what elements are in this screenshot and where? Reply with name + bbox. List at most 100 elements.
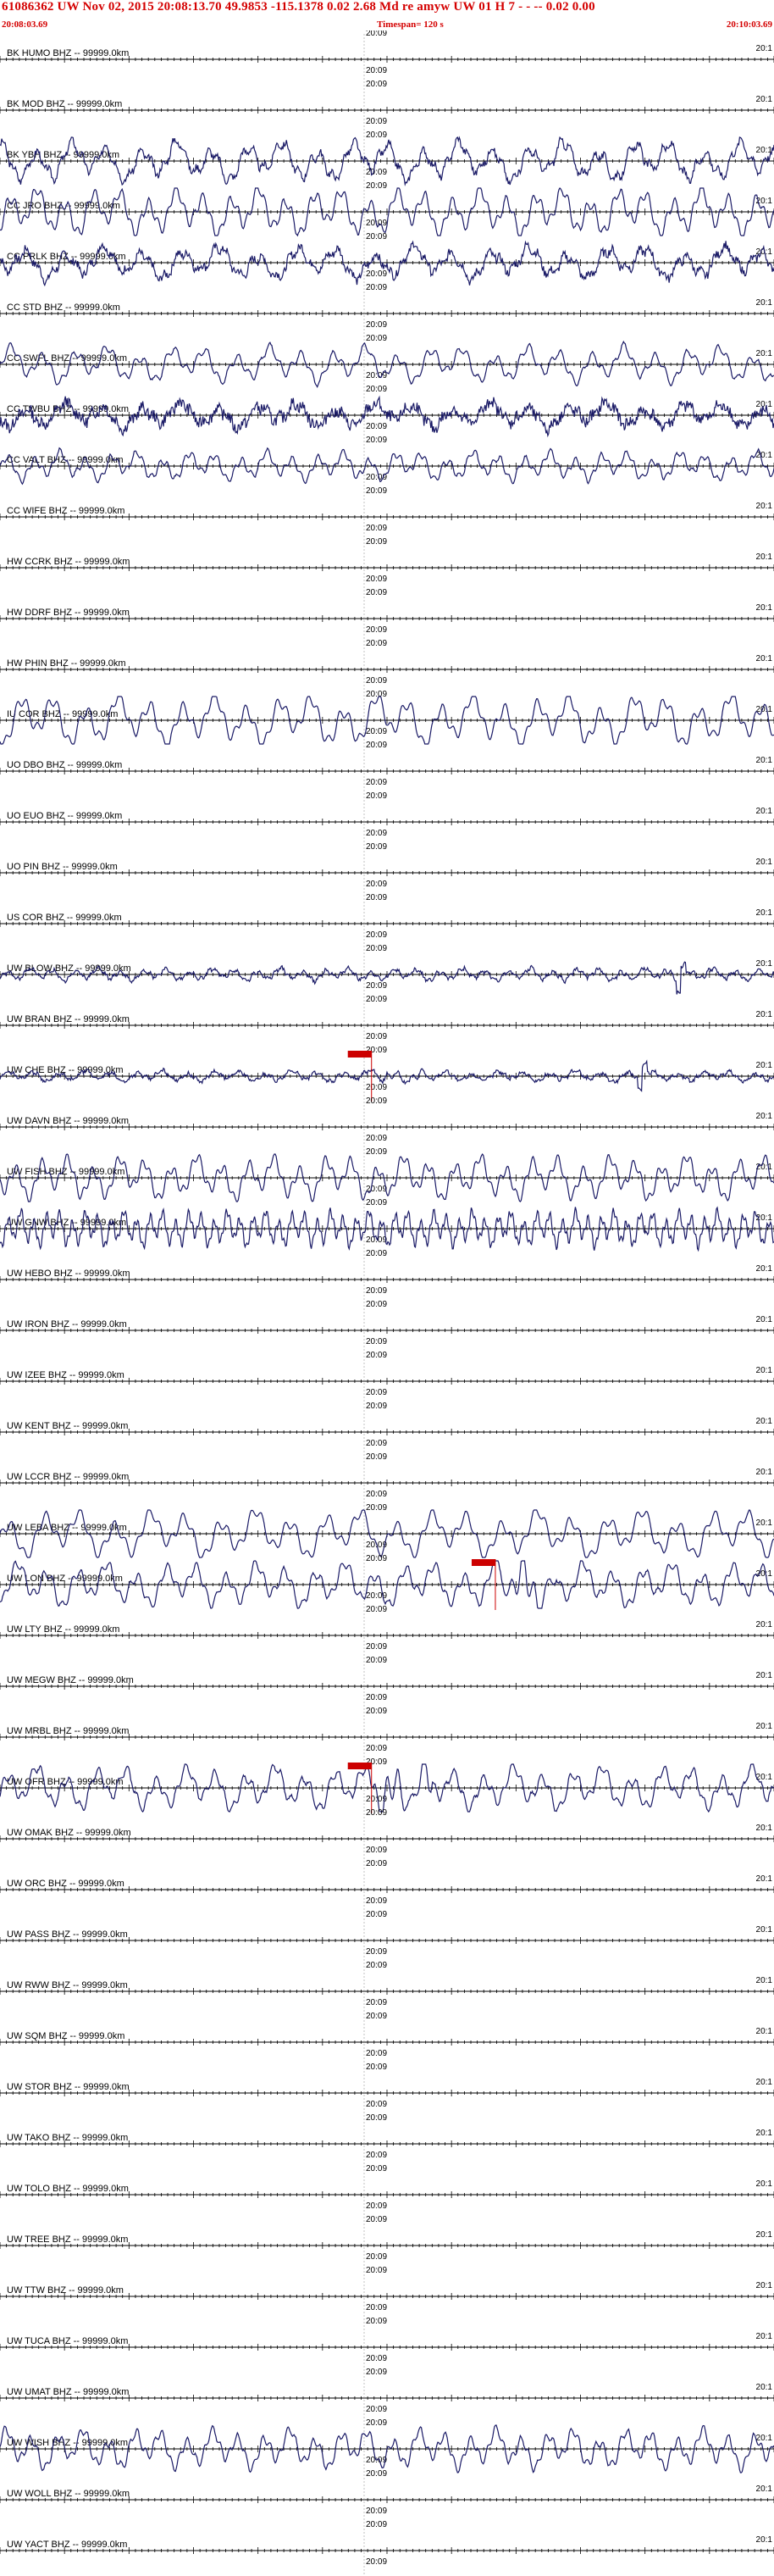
station-label: HW DDRF BHZ -- 99999.0km xyxy=(7,608,130,618)
minute-label-top: 20:09 xyxy=(366,1351,387,1360)
end-label: 20:1 xyxy=(756,502,773,511)
station-label: UW LON BHZ -- 99999.0km xyxy=(7,1574,123,1584)
minute-label-top: 20:09 xyxy=(366,181,387,191)
minute-label-top: 20:09 xyxy=(366,385,387,394)
end-label: 20:1 xyxy=(756,654,773,663)
end-label: 20:1 xyxy=(756,44,773,53)
minute-label: 20:09 xyxy=(366,422,387,431)
minute-label-top: 20:09 xyxy=(366,130,387,140)
minute-label-top: 20:09 xyxy=(366,639,387,648)
minute-label-top: 20:09 xyxy=(366,1503,387,1513)
minute-label: 20:09 xyxy=(366,1642,387,1652)
minute-label-top: 20:09 xyxy=(366,944,387,953)
station-label: UW DAVN BHZ -- 99999.0km xyxy=(7,1116,129,1126)
trace-row: CC SWFL BHZ -- 99999.0km 20:09 20:09 20:1 xyxy=(0,334,774,390)
minute-label-top: 20:09 xyxy=(366,1452,387,1462)
trace-row: CC STD BHZ -- 99999.0km 20:09 20:09 20:1 xyxy=(0,283,774,339)
timespan-label: Timespan= 120 s xyxy=(377,19,444,30)
minute-label-top: 20:09 xyxy=(366,1554,387,1563)
end-label: 20:1 xyxy=(756,197,773,206)
end-label: 20:1 xyxy=(756,552,773,562)
minute-label: 20:09 xyxy=(366,1083,387,1092)
end-label: 20:1 xyxy=(756,705,773,714)
station-label: CC JRO BHZ -- 99999.0km xyxy=(7,201,120,211)
end-label: 20:1 xyxy=(756,1874,773,1884)
end-label: 20:1 xyxy=(756,1264,773,1274)
trace-row: UW ORC BHZ -- 99999.0km 20:09 20:09 20:1 xyxy=(0,1859,774,1915)
minute-label-top: 20:09 xyxy=(366,1910,387,1919)
end-label: 20:1 xyxy=(756,1824,773,1833)
minute-label-top: 20:09 xyxy=(366,1300,387,1309)
end-label: 20:1 xyxy=(756,1722,773,1731)
end-label: 20:1 xyxy=(756,858,773,867)
trace-row: UW DAVN BHZ -- 99999.0km 20:09 20:09 20:1 xyxy=(0,1096,774,1152)
end-label: 20:1 xyxy=(756,1518,773,1528)
minute-label: 20:09 xyxy=(366,66,387,75)
station-label: UW LTY BHZ -- 99999.0km xyxy=(7,1624,119,1635)
trace-row: HW CCRK BHZ -- 99999.0km 20:09 20:09 20:1 xyxy=(0,537,774,593)
station-label: UW PASS BHZ -- 99999.0km xyxy=(7,1929,128,1940)
minute-label-top: 20:09 xyxy=(366,486,387,496)
station-label: UW BRAN BHZ -- 99999.0km xyxy=(7,1014,130,1024)
end-label: 20:1 xyxy=(756,1417,773,1426)
minute-label: 20:09 xyxy=(366,981,387,991)
end-label: 20:1 xyxy=(756,603,773,613)
end-label: 20:1 xyxy=(756,298,773,308)
minute-label-top: 20:09 xyxy=(366,537,387,547)
minute-label: 20:09 xyxy=(366,1591,387,1601)
station-label: UW BLOW BHZ -- 99999.0km xyxy=(7,963,131,974)
minute-label: 20:09 xyxy=(366,1896,387,1906)
minute-label: 20:09 xyxy=(366,1744,387,1753)
station-label: HW PHIN BHZ -- 99999.0km xyxy=(7,658,126,669)
station-label: HW CCRK BHZ -- 99999.0km xyxy=(7,557,130,567)
minute-label-top: 20:09 xyxy=(366,1656,387,1665)
trace-row: US COR BHZ -- 99999.0km 20:09 20:09 20:1 xyxy=(0,893,774,949)
trace-row: UW MEGW BHZ -- 99999.0km 20:09 20:09 20:1 xyxy=(0,1656,774,1712)
station-label: UW FISH BHZ -- 99999.0km xyxy=(7,1167,124,1177)
minute-label-top: 20:09 xyxy=(366,1147,387,1157)
minute-label: 20:09 xyxy=(366,829,387,838)
pick-flag xyxy=(347,1051,372,1058)
minute-label-top: 20:09 xyxy=(366,1859,387,1868)
waveform xyxy=(0,395,774,438)
record-header: 61086362 UW Nov 02, 2015 20:08:13.70 49.… xyxy=(0,0,774,36)
minute-label: 20:09 xyxy=(366,1490,387,1499)
minute-label: 20:09 xyxy=(366,1439,387,1448)
end-label: 20:1 xyxy=(756,400,773,409)
minute-label-top: 20:09 xyxy=(366,1402,387,1411)
station-label: UO DBO BHZ -- 99999.0km xyxy=(7,760,122,770)
station-label: UO EUO BHZ -- 99999.0km xyxy=(7,811,122,821)
minute-label: 20:09 xyxy=(366,524,387,533)
minute-label: 20:09 xyxy=(366,320,387,330)
start-time: 20:08:03.69 xyxy=(2,19,48,30)
minute-label: 20:09 xyxy=(366,1134,387,1143)
waveform xyxy=(0,961,774,995)
minute-label: 20:09 xyxy=(366,930,387,940)
minute-label-top: 20:09 xyxy=(366,1096,387,1106)
end-label: 20:1 xyxy=(756,1366,773,1375)
minute-label-top: 20:09 xyxy=(366,80,387,89)
trace-row: UO PIN BHZ -- 99999.0km 20:09 20:09 20:1 xyxy=(0,842,774,898)
minute-label-top: 20:09 xyxy=(366,1046,387,1055)
trace-row: CC WIFE BHZ -- 99999.0km 20:09 20:09 20:1 xyxy=(0,486,774,542)
station-label: US COR BHZ -- 99999.0km xyxy=(7,913,122,923)
station-label: UW CHE BHZ -- 99999.0km xyxy=(7,1065,124,1075)
minute-label-top: 20:09 xyxy=(366,842,387,852)
minute-label-top: 20:09 xyxy=(366,1198,387,1208)
station-label: CC SWFL BHZ -- 99999.0km xyxy=(7,353,127,364)
minute-label-top: 20:09 xyxy=(366,741,387,750)
waveform xyxy=(0,696,774,745)
station-label: UW LEBA BHZ -- 99999.0km xyxy=(7,1523,127,1533)
minute-label: 20:09 xyxy=(366,1235,387,1245)
end-label: 20:1 xyxy=(756,1315,773,1324)
minute-label-top: 20:09 xyxy=(366,588,387,597)
end-label: 20:1 xyxy=(756,1010,773,1019)
event-title: 61086362 UW Nov 02, 2015 20:08:13.70 49.… xyxy=(2,0,595,14)
waveform xyxy=(0,447,774,486)
station-label: UW ORC BHZ -- 99999.0km xyxy=(7,1879,124,1889)
minute-label: 20:09 xyxy=(366,778,387,787)
